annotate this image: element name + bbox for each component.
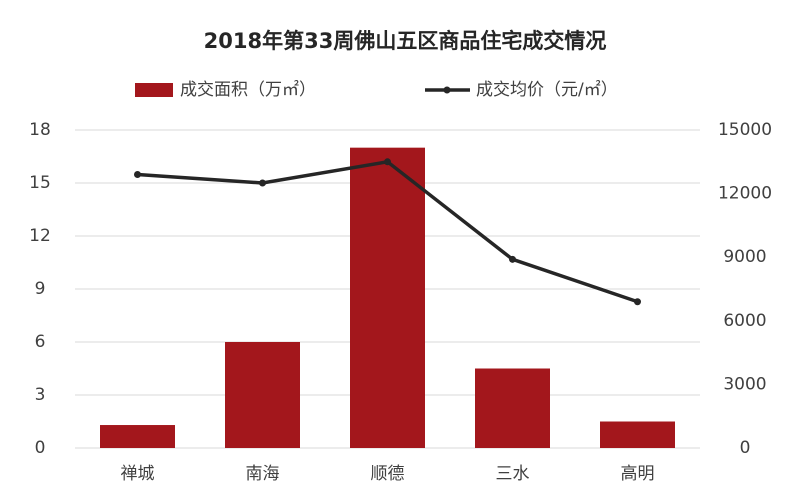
chart-title: 2018年第33周佛山五区商品住宅成交情况 <box>204 29 607 53</box>
y2-tick-label: 9000 <box>723 247 766 267</box>
line-point <box>634 298 641 306</box>
x-tick-label: 高明 <box>621 464 655 484</box>
bar <box>475 368 550 448</box>
y-tick-label: 6 <box>35 332 46 352</box>
y2-tick-label: 6000 <box>723 311 766 331</box>
legend-label: 成交面积（万㎡） <box>180 80 316 100</box>
x-tick-label: 三水 <box>496 464 530 484</box>
line-point <box>509 255 516 263</box>
line-point <box>384 158 391 166</box>
y-tick-label: 3 <box>35 385 46 405</box>
line-point <box>134 171 141 179</box>
bar <box>350 147 425 448</box>
y-tick-label: 0 <box>35 438 46 458</box>
x-tick-label: 南海 <box>246 464 280 484</box>
y2-tick-label: 3000 <box>723 374 766 394</box>
legend-swatch <box>135 83 173 97</box>
bar <box>225 342 300 448</box>
y-tick-label: 18 <box>29 120 51 140</box>
x-tick-label: 顺德 <box>371 464 405 484</box>
y-tick-label: 15 <box>29 173 51 193</box>
y2-tick-label: 0 <box>740 438 751 458</box>
bar <box>600 421 675 448</box>
legend-label: 成交均价（元/㎡） <box>476 80 618 100</box>
legend-swatch <box>443 86 451 94</box>
x-tick-label: 禅城 <box>121 464 155 484</box>
y-tick-label: 12 <box>29 226 51 246</box>
y-tick-label: 9 <box>35 279 46 299</box>
y2-tick-label: 12000 <box>718 184 772 204</box>
line-point <box>259 179 266 187</box>
bar <box>100 425 175 448</box>
y2-tick-label: 15000 <box>718 120 772 140</box>
